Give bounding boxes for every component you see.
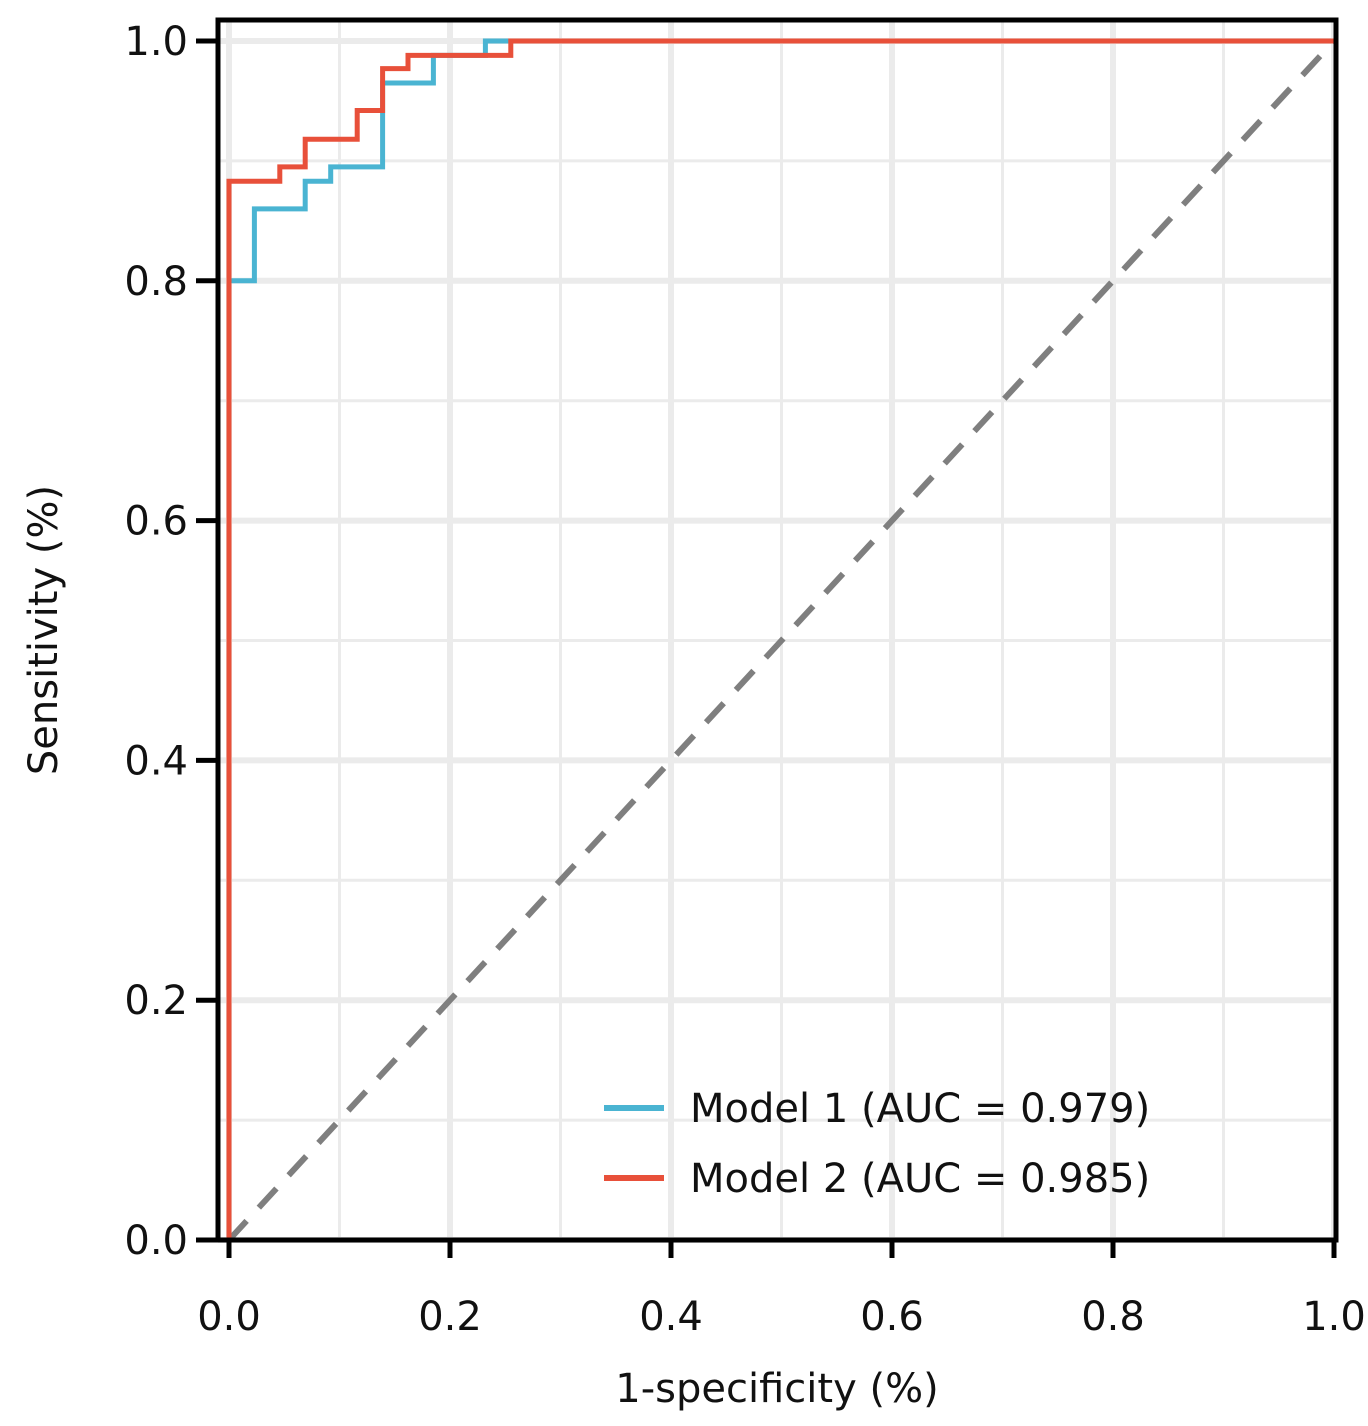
x-tick-label: 0.2 xyxy=(418,1294,482,1340)
y-tick-label: 1.0 xyxy=(124,19,188,65)
y-axis: 0.0 0.2 0.4 0.6 0.8 1.0 xyxy=(124,19,218,1264)
reference-line-layer xyxy=(226,38,1337,1243)
x-tick-label: 0.4 xyxy=(639,1294,703,1340)
y-tick-label: 0.4 xyxy=(124,738,188,784)
legend-label-model-1: Model 1 (AUC = 0.979) xyxy=(690,1086,1150,1132)
reference-diagonal-line xyxy=(226,38,1337,1243)
x-axis-title: 1-specificity (%) xyxy=(615,1366,938,1412)
legend: Model 1 (AUC = 0.979) Model 2 (AUC = 0.9… xyxy=(604,1086,1150,1202)
x-tick-label: 0.6 xyxy=(860,1294,924,1340)
series-layer xyxy=(226,38,1334,1240)
y-tick-label: 0.2 xyxy=(124,978,188,1024)
plot-frame xyxy=(215,17,1339,1243)
grid xyxy=(218,20,1337,1243)
legend-label-model-2: Model 2 (AUC = 0.985) xyxy=(690,1156,1150,1202)
y-tick-label: 0.6 xyxy=(124,499,188,545)
x-tick-label: 0.8 xyxy=(1081,1294,1145,1340)
y-tick-label: 0.0 xyxy=(124,1218,188,1264)
series-line-model-2 xyxy=(226,38,1334,1240)
x-tick-label: 0.0 xyxy=(197,1294,261,1340)
x-axis: 0.0 0.2 0.4 0.6 0.8 1.0 xyxy=(197,1240,1366,1340)
y-axis-title: Sensitivity (%) xyxy=(21,485,67,775)
x-tick-label: 1.0 xyxy=(1302,1294,1366,1340)
y-tick-label: 0.8 xyxy=(124,259,188,305)
